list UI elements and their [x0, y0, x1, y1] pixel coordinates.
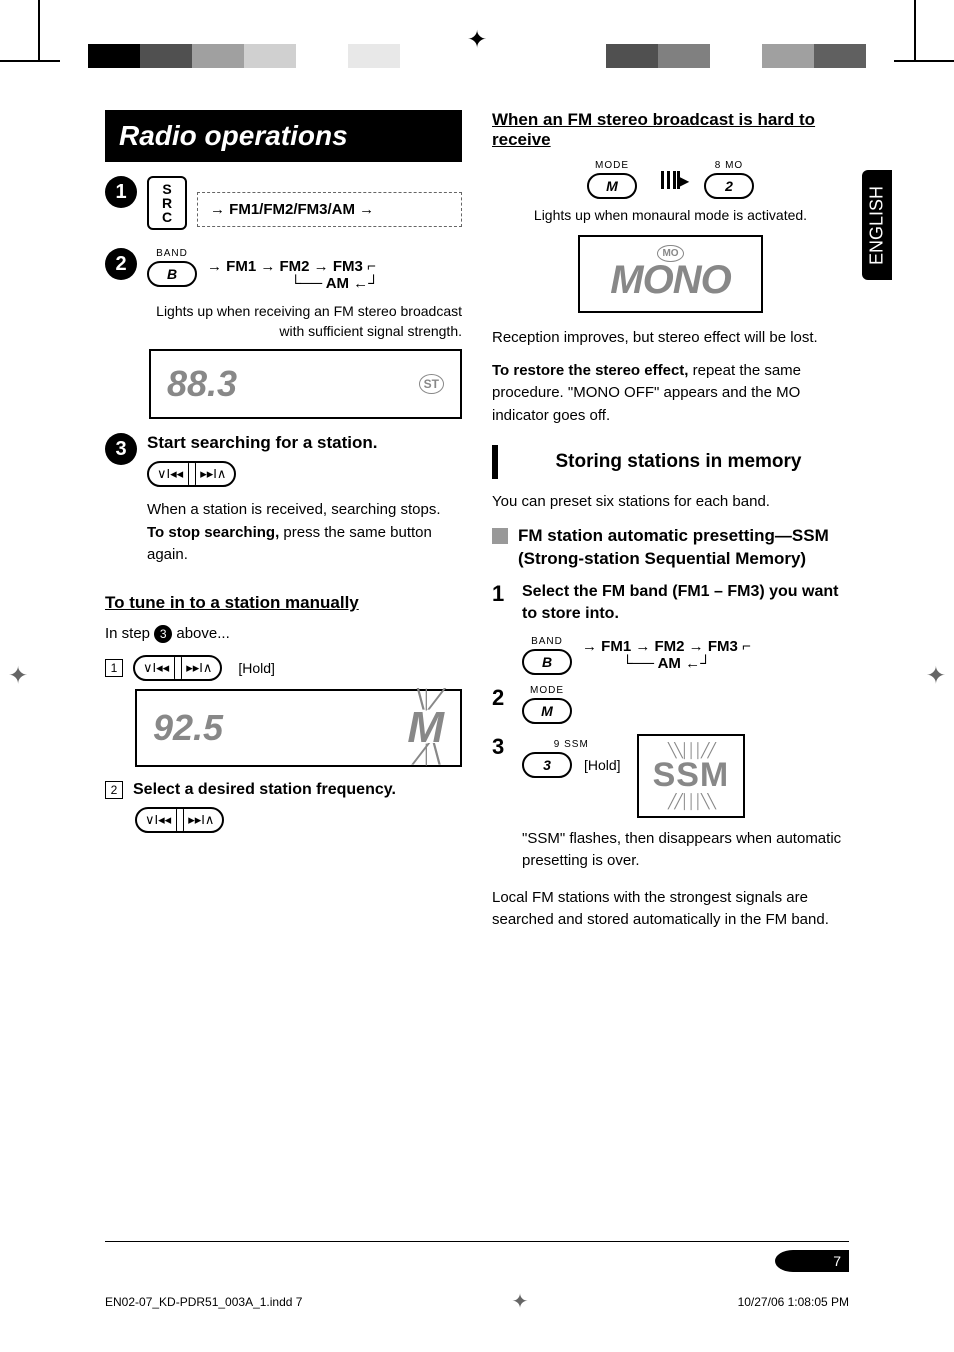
- hold-label: [Hold]: [238, 660, 275, 676]
- frequency-display-2: 92.5: [153, 707, 223, 749]
- step-3-text: When a station is received, searching st…: [147, 499, 462, 567]
- lcd-mono-display: MO MONO: [578, 235, 762, 313]
- lcd-ssm-display: ╲╲│││╱╱ SSM ╱╱│││╲╲: [637, 734, 746, 818]
- mono-caption: Lights up when monaural mode is activate…: [492, 207, 849, 223]
- registration-mark-left-icon: ✦: [8, 662, 28, 691]
- band-cycle: → FM1 → FM2 → FM3 ⌐ └── AM ←┘: [207, 258, 462, 292]
- storing-step-1: 1 Select the FM band (FM1 – FM3) you wan…: [492, 581, 849, 626]
- registration-mark-bottom-icon: ✦: [512, 1289, 529, 1314]
- storing-step-2-number: 2: [492, 685, 512, 711]
- lcd-display-2: 92.5 ╲│╱ M ╱│╲: [135, 689, 462, 767]
- step-1-number: 1: [105, 176, 137, 208]
- color-bar-right: [554, 44, 866, 68]
- manual-tune-heading: To tune in to a station manually: [105, 593, 462, 613]
- ssm-text: SSM: [653, 756, 730, 795]
- storing-heading: Storing stations in memory: [492, 445, 849, 479]
- src-button[interactable]: SRC: [147, 176, 187, 230]
- left-column: Radio operations 1 SRC → FM1/FM2/FM3/AM …: [105, 110, 462, 1232]
- page-number: 7: [793, 1250, 849, 1272]
- footer-filename: EN02-07_KD-PDR51_003A_1.indd 7: [105, 1295, 302, 1309]
- ssm-heading-row: FM station automatic presetting—SSM (Str…: [492, 524, 849, 572]
- st-indicator: ST: [419, 374, 444, 394]
- footer-rule: [105, 1241, 849, 1242]
- search-button-hold[interactable]: ∨I◂◂ ▸▸I∧: [133, 655, 222, 681]
- search-button-2[interactable]: ∨I◂◂ ▸▸I∧: [135, 807, 224, 833]
- storing-step-1-text: Select the FM band (FM1 – FM3) you want …: [522, 581, 849, 626]
- ssm-heading: FM station automatic presetting—SSM (Str…: [518, 524, 849, 572]
- storing-intro: You can preset six stations for each ban…: [492, 491, 849, 514]
- band-button[interactable]: BAND B: [147, 248, 197, 287]
- section-title: Radio operations: [105, 110, 462, 162]
- manual-step-2: 2 Select a desired station frequency.: [105, 781, 462, 799]
- step-2: 2 BAND B → FM1 → FM2 → FM3 ⌐ └── AM ←┘: [105, 248, 462, 292]
- mono-text: MONO: [610, 258, 730, 303]
- step-3-number: 3: [105, 433, 137, 465]
- bullet-icon: [492, 528, 508, 544]
- reception-text: Reception improves, but stereo effect wi…: [492, 327, 849, 350]
- right-column: When an FM stereo broadcast is hard to r…: [492, 110, 849, 1232]
- st-caption: Lights up when receiving an FM stereo br…: [149, 302, 462, 341]
- fm-hard-heading: When an FM stereo broadcast is hard to r…: [492, 110, 849, 150]
- crop-marks-top: ✦: [0, 0, 954, 80]
- mode-button[interactable]: MODE M: [587, 160, 637, 199]
- mode-button-2[interactable]: MODE M: [522, 685, 572, 724]
- storing-step-1-number: 1: [492, 581, 512, 607]
- manual-step-1-number: 1: [105, 659, 123, 677]
- band-button-2[interactable]: BAND B: [522, 636, 572, 675]
- registration-mark-right-icon: ✦: [926, 662, 946, 691]
- step-1: 1 SRC → FM1/FM2/FM3/AM →: [105, 176, 462, 230]
- storing-step-3: 3 9 SSM 3 [Hold] ╲╲│││╱╱ SSM ╱╱│││╲╲: [492, 734, 849, 818]
- search-button[interactable]: ∨I◂◂ ▸▸I∧: [147, 461, 236, 487]
- step-3: 3 Start searching for a station. ∨I◂◂ ▸▸…: [105, 433, 462, 577]
- ssm-button[interactable]: 9 SSM 3 [Hold]: [522, 739, 621, 778]
- restore-text: To restore the stereo effect, repeat the…: [492, 360, 849, 428]
- footer-meta: EN02-07_KD-PDR51_003A_1.indd 7 ✦ 10/27/0…: [105, 1289, 849, 1314]
- ssm-caption: "SSM" flashes, then disappears when auto…: [522, 828, 849, 873]
- step-3-heading: Start searching for a station.: [147, 433, 462, 453]
- storing-step-3-number: 3: [492, 734, 512, 760]
- footer-timestamp: 10/27/06 1:08:05 PM: [738, 1295, 849, 1309]
- mo-button[interactable]: 8 MO 2: [704, 160, 754, 199]
- step-2-number: 2: [105, 248, 137, 280]
- manual-intro: In step 3 above...: [105, 623, 462, 646]
- frequency-display: 88.3: [167, 363, 237, 405]
- manual-step-1: 1 ∨I◂◂ ▸▸I∧ [Hold]: [105, 655, 462, 681]
- lcd-display-1: 88.3 ST: [149, 349, 462, 419]
- manual-step-2-number: 2: [105, 781, 123, 799]
- band-cycle-2: → FM1 → FM2 → FM3 ⌐ └── AM ←┘: [582, 638, 751, 672]
- manual-step-2-text: Select a desired station frequency.: [133, 781, 396, 799]
- arrow-icon: ▶: [661, 171, 680, 189]
- registration-mark-icon: ✦: [467, 26, 487, 55]
- hold-label-2: [Hold]: [584, 757, 621, 773]
- language-tab: ENGLISH: [862, 170, 892, 280]
- color-bar-left: [88, 44, 400, 68]
- storing-step-2: 2 MODE M: [492, 685, 849, 724]
- source-cycle: → FM1/FM2/FM3/AM →: [197, 192, 462, 227]
- storing-footer-text: Local FM stations with the strongest sig…: [492, 887, 849, 932]
- mode-mo-row: MODE M ▶ 8 MO 2: [492, 160, 849, 199]
